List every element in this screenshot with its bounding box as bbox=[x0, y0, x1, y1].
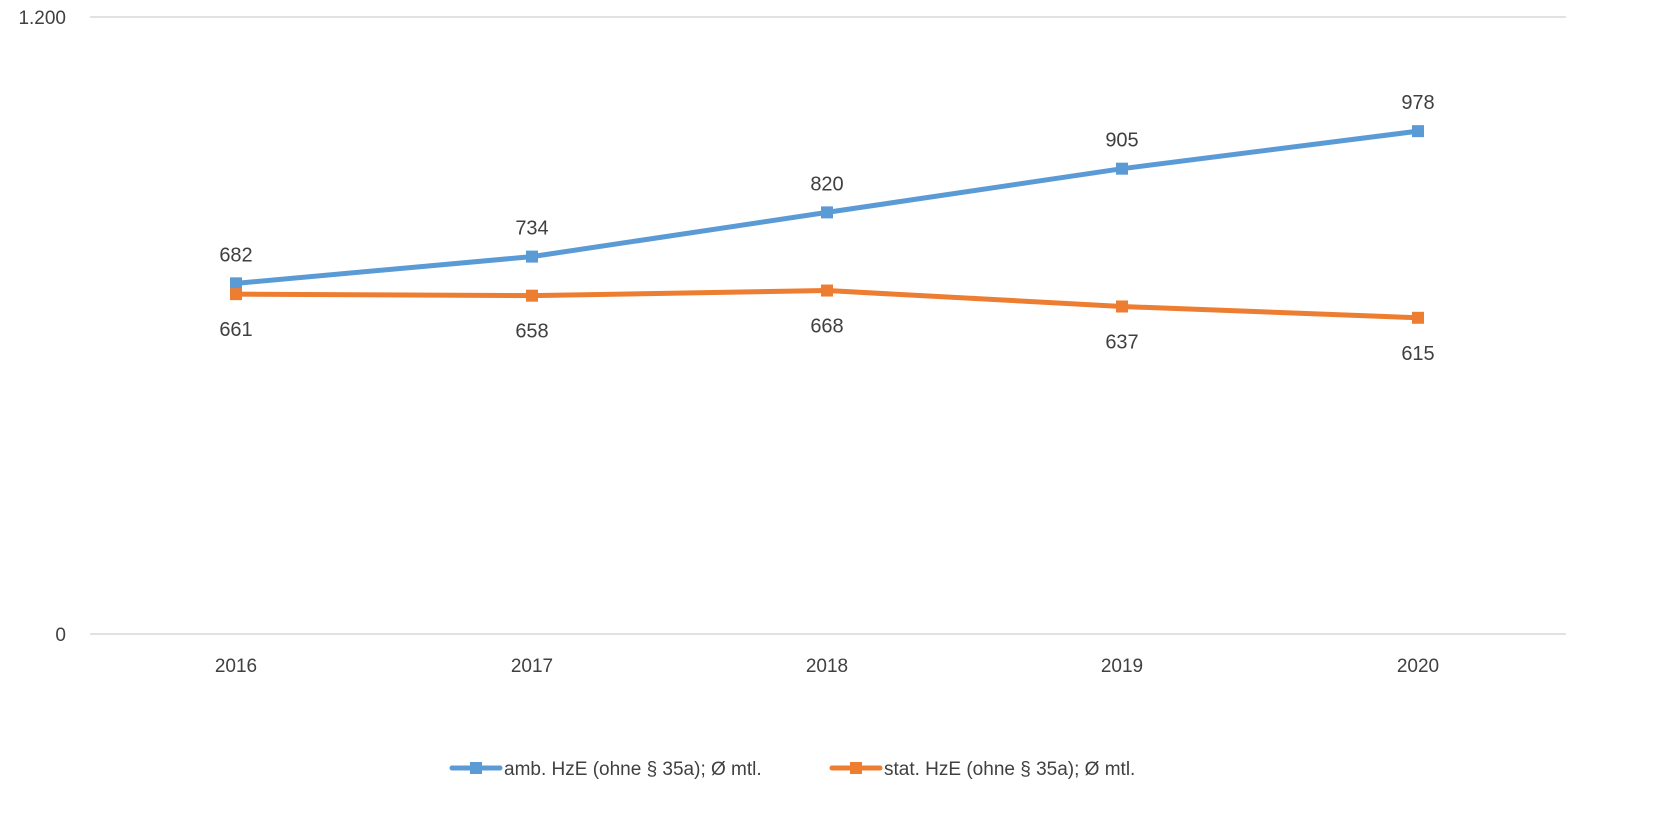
y-axis: 0 1.200 bbox=[18, 8, 66, 646]
series-0-marker bbox=[821, 206, 833, 219]
series-0-data-label: 682 bbox=[219, 244, 252, 266]
series-1-data-label: 661 bbox=[219, 319, 252, 341]
series-1-marker bbox=[526, 289, 538, 302]
legend-marker-swatch bbox=[470, 762, 482, 774]
x-axis: 2016 2017 2018 2019 2020 bbox=[215, 656, 1439, 677]
x-tick-label: 2019 bbox=[1101, 656, 1143, 677]
series-1-data-label: 668 bbox=[810, 316, 843, 338]
gridlines bbox=[90, 16, 1566, 635]
series-0-marker bbox=[1412, 125, 1424, 138]
series-1-marker bbox=[1116, 300, 1128, 313]
legend-label: amb. HzE (ohne § 35a); Ø mtl. bbox=[504, 759, 762, 780]
x-tick-label: 2018 bbox=[806, 656, 848, 677]
legend-item-0[interactable]: amb. HzE (ohne § 35a); Ø mtl. bbox=[449, 759, 762, 780]
series-0-marker bbox=[1116, 162, 1128, 175]
legend[interactable]: amb. HzE (ohne § 35a); Ø mtl. stat. HzE (… bbox=[449, 759, 1135, 780]
legend-label: stat. HzE (ohne § 35a); Ø mtl. bbox=[884, 759, 1135, 780]
legend-item-1[interactable]: stat. HzE (ohne § 35a); Ø mtl. bbox=[829, 759, 1135, 780]
series-0-marker bbox=[230, 277, 242, 290]
y-tick-label: 0 bbox=[55, 625, 66, 646]
x-tick-label: 2017 bbox=[511, 656, 553, 677]
series-0-data-label: 978 bbox=[1401, 92, 1434, 114]
series-0-marker bbox=[526, 250, 538, 263]
y-tick-label: 1.200 bbox=[18, 8, 66, 29]
series-1-marker bbox=[1412, 311, 1424, 324]
series-1-marker bbox=[230, 288, 242, 301]
series-layer bbox=[230, 125, 1424, 324]
series-1-data-label: 615 bbox=[1401, 343, 1434, 365]
series-1-data-label: 658 bbox=[515, 321, 548, 343]
series-1-marker bbox=[821, 284, 833, 297]
legend-marker-swatch bbox=[850, 762, 862, 774]
series-1-data-label: 637 bbox=[1105, 331, 1138, 353]
x-tick-label: 2016 bbox=[215, 656, 257, 677]
x-tick-label: 2020 bbox=[1397, 656, 1439, 677]
series-0-data-label: 734 bbox=[515, 218, 548, 240]
series-0-data-label: 820 bbox=[810, 173, 843, 195]
series-0-data-label: 905 bbox=[1105, 130, 1138, 152]
data-labels: 682 734 820 905 978 661 658 668 637 615 bbox=[219, 92, 1434, 365]
